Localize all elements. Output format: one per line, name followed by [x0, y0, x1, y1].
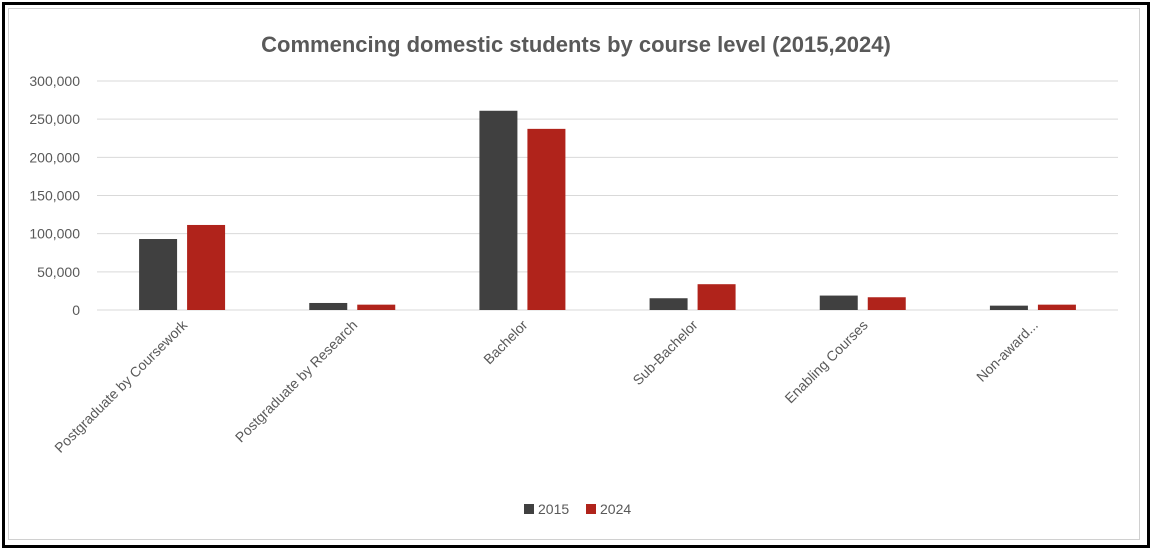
bar-2024 — [697, 284, 736, 310]
bar-2015 — [649, 298, 688, 310]
y-tick-label: 200,000 — [29, 149, 80, 165]
chart-title: Commencing domestic students by course l… — [261, 32, 891, 57]
bar-2015 — [989, 305, 1028, 310]
bar-2024 — [867, 297, 906, 310]
bar-2015 — [479, 110, 518, 311]
x-tick-label: Postgraduate by Research — [232, 317, 361, 446]
chart-area-border — [8, 8, 1140, 540]
x-tick-label: Postgraduate by Coursework — [51, 316, 191, 456]
x-tick-label: Bachelor — [480, 317, 531, 368]
bar-2015 — [139, 239, 178, 310]
bar-2024 — [187, 224, 226, 310]
x-tick-label: Sub-Bachelor — [629, 317, 701, 389]
bar-2015 — [819, 295, 858, 310]
bar-2024 — [357, 304, 396, 310]
y-tick-label: 0 — [72, 302, 80, 318]
gridlines — [97, 80, 1118, 311]
y-tick-label: 300,000 — [29, 73, 80, 89]
legend-swatch-2024 — [586, 504, 596, 514]
bar-2024 — [1037, 304, 1076, 310]
x-tick-label: Enabling Courses — [781, 317, 870, 406]
bar-2015 — [309, 302, 348, 310]
x-tick-label: Non-award... — [973, 317, 1041, 385]
y-tick-label: 250,000 — [29, 111, 80, 127]
legend-label: 2024 — [600, 501, 631, 517]
bar-2024 — [527, 128, 566, 310]
legend-label: 2015 — [538, 501, 569, 517]
y-tick-label: 150,000 — [29, 188, 80, 204]
y-axis-ticks: 0 50,000 100,000 150,000 200,000 250,000 300,0… — [29, 73, 80, 318]
y-tick-label: 50,000 — [37, 264, 80, 280]
legend: 2015 2024 — [524, 501, 631, 517]
x-axis-labels: Postgraduate by Coursework Postgraduate b… — [51, 316, 1041, 456]
legend-swatch-2015 — [524, 504, 534, 514]
y-tick-label: 100,000 — [29, 226, 80, 242]
bars — [139, 110, 1076, 311]
